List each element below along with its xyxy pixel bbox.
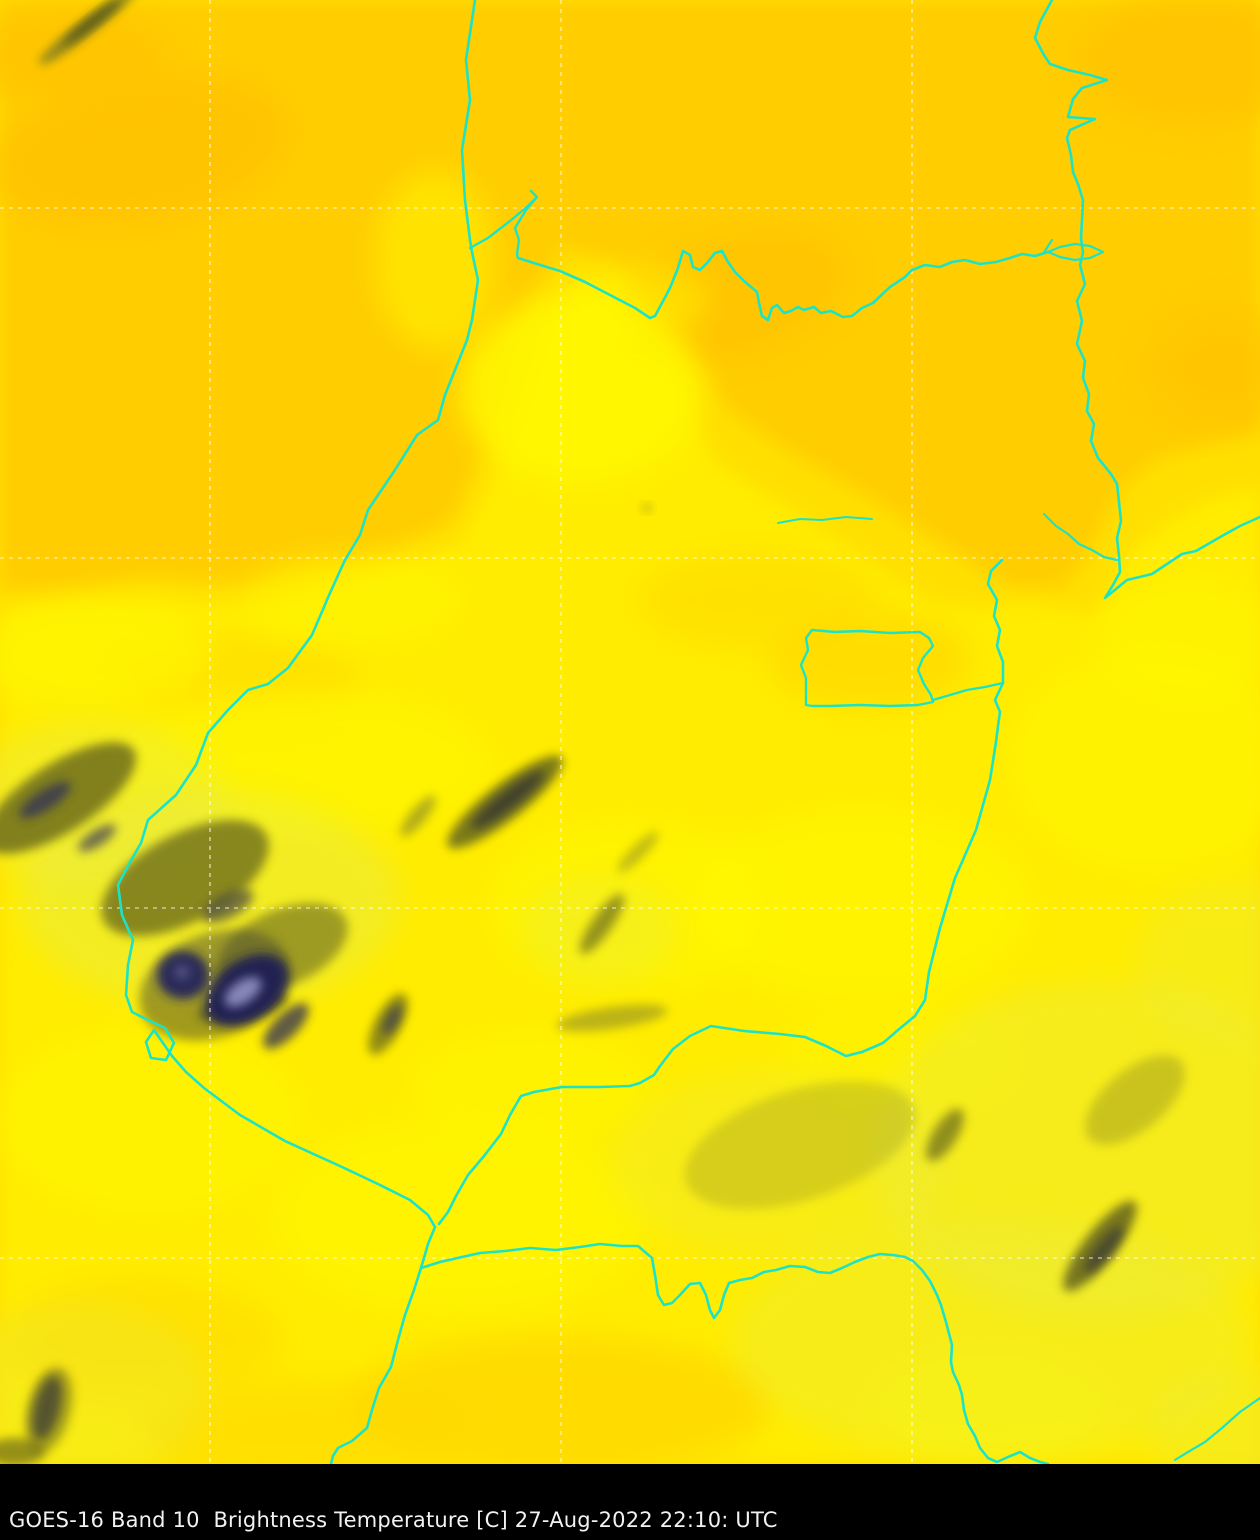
river-bottom-right-corner — [1173, 1396, 1260, 1462]
map-boundaries — [116, 0, 1260, 1464]
footer-annotation: GOES-16 Band 10 Brightness Temperature [… — [9, 1508, 778, 1532]
border-diagonal-east — [516, 249, 1050, 322]
river-bottom-east — [419, 1242, 1050, 1464]
river-segment-short — [777, 516, 873, 524]
status-bar: GOES-16 Band 10 Brightness Temperature [… — [0, 1464, 1260, 1540]
river-hook-loop — [468, 189, 539, 260]
river-main-south — [329, 1225, 437, 1464]
cold-cloud-regions — [0, 0, 1185, 1464]
satellite-image-area — [0, 0, 1260, 1464]
border-east-of-rectangle — [437, 558, 1005, 1226]
satellite-map — [0, 0, 1260, 1464]
boundary-rectangle — [799, 628, 1005, 708]
border-spur — [1042, 512, 1119, 562]
temperature-field — [0, 0, 1260, 1464]
border-lens-lake — [1041, 238, 1105, 262]
state-border-north-south — [1033, 0, 1260, 600]
river-northwest — [116, 0, 480, 1229]
